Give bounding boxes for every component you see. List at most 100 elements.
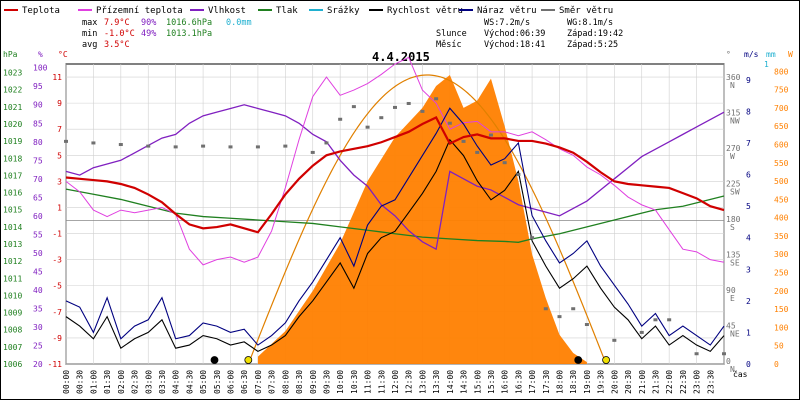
tick-label-time: 16:30 <box>514 370 523 394</box>
tick-label-temp: -1 <box>52 230 62 239</box>
tick-label-pct: 70 <box>33 175 43 184</box>
wind-direction-point <box>571 307 576 311</box>
tick-label-hpa: 1010 <box>3 291 22 300</box>
tick-label-pct: 85 <box>33 119 43 128</box>
tick-label-pct: 50 <box>33 249 43 258</box>
legend-item-naraz-vetru: Náraz větru <box>459 6 537 16</box>
tick-label-mm: 1 <box>764 60 769 69</box>
tick-label-hpa: 1023 <box>3 69 22 78</box>
tick-label-time: 15:00 <box>473 370 482 394</box>
tick-label-time: 12:00 <box>391 370 400 394</box>
tick-label-pct: 20 <box>33 360 43 369</box>
tick-label-time: 04:00 <box>172 370 181 394</box>
tick-label-w: 800 <box>774 67 789 76</box>
legend-label: Přízemní teplota <box>96 6 183 16</box>
wind-direction-point <box>351 105 356 109</box>
wind-direction-point <box>488 133 493 137</box>
series-line-wind <box>65 138 725 353</box>
tick-label-time: 02:30 <box>131 370 140 394</box>
tick-label-temp: -3 <box>52 256 62 265</box>
tick-label-time: 04:30 <box>185 370 194 394</box>
tick-label-dir-name: NW <box>730 116 740 125</box>
tick-label-time: 13:00 <box>418 370 427 394</box>
tick-label-ms: 8 <box>746 107 751 116</box>
wind-direction-point <box>338 117 343 121</box>
tick-label-temp: 9 <box>57 99 62 108</box>
tick-label-dir: 90 <box>726 286 736 295</box>
wind-direction-point <box>255 145 260 149</box>
tick-label-ms: 0 <box>746 360 751 369</box>
solar-theoretical-curve <box>247 74 606 365</box>
tick-label-time: 18:00 <box>556 370 565 394</box>
wind-direction-point <box>365 125 370 129</box>
wind-direction-point <box>324 141 329 145</box>
tick-label-time: 06:00 <box>227 370 236 394</box>
stat-min-temp: -1.0°C <box>104 29 135 39</box>
wind-direction-point <box>91 141 96 145</box>
tick-label-time: 01:30 <box>103 370 112 394</box>
tick-label-w: 750 <box>774 86 789 95</box>
tick-label-time: 20:00 <box>610 370 619 394</box>
legend-label: Rychlost větru <box>387 6 463 16</box>
tick-label-time: 01:00 <box>89 370 98 394</box>
tick-label-w: 250 <box>774 269 789 278</box>
tick-label-hpa: 1020 <box>3 120 22 129</box>
tick-label-w: 700 <box>774 104 789 113</box>
chart-date-title: 4.4.2015 <box>372 50 430 64</box>
moon-label: Měsíc <box>436 40 462 50</box>
tick-label-w: 400 <box>774 214 789 223</box>
tick-label-hpa: 1022 <box>3 86 22 95</box>
axis-unit-pct: % <box>38 50 43 59</box>
tick-label-w: 100 <box>774 323 789 332</box>
axis-unit-deg: ° <box>726 50 731 59</box>
series-line-hum <box>65 104 725 251</box>
sun-moon-markers <box>210 356 611 364</box>
tick-label-hpa: 1015 <box>3 206 22 215</box>
wind-wg: WG:8.1m/s <box>567 18 613 28</box>
wind-direction-point <box>722 352 726 356</box>
tick-label-temp: 1 <box>57 203 62 212</box>
legend-item-prizemni-teplota: Přízemní teplota <box>78 6 183 16</box>
tick-label-time: 13:30 <box>432 370 441 394</box>
tick-label-pct: 65 <box>33 193 43 202</box>
wind-direction-point <box>64 139 68 143</box>
tick-label-time: 05:00 <box>199 370 208 394</box>
tick-label-hpa: 1007 <box>3 343 22 352</box>
tick-label-time: 15:30 <box>487 370 496 394</box>
stat-min-label: min <box>82 29 97 39</box>
tick-label-dir: 180 <box>726 215 741 224</box>
legend-label: Srážky <box>327 6 360 16</box>
tick-label-time: 21:30 <box>651 370 660 394</box>
stat-max-temp: 7.9°C <box>104 18 130 28</box>
wind-direction-point <box>653 318 658 322</box>
sun-label: Slunce <box>436 29 467 39</box>
tick-label-ms: 3 <box>746 265 751 274</box>
tick-label-pct: 75 <box>33 156 43 165</box>
tick-label-time: 11:00 <box>364 370 373 394</box>
tick-label-dir: 270 <box>726 144 741 153</box>
axis-unit-time: čas <box>733 369 748 379</box>
tick-label-pct: 90 <box>33 101 43 110</box>
wind-ws: WS:7.2m/s <box>484 18 530 28</box>
tick-label-w: 200 <box>774 287 789 296</box>
tick-label-hpa: 1009 <box>3 309 22 318</box>
legend-item-tlak: Tlak <box>258 6 298 16</box>
tick-label-hpa: 1011 <box>3 274 22 283</box>
tick-label-dir: 135 <box>726 250 741 259</box>
tick-label-time: 08:00 <box>281 370 290 394</box>
tick-label-w: 300 <box>774 250 789 259</box>
wind-direction-point <box>420 109 425 113</box>
tick-label-temp: -11 <box>48 360 63 369</box>
tick-label-time: 18:30 <box>569 370 578 394</box>
wind-direction-point <box>516 173 521 177</box>
legend: Teplota Přízemní teplota Vlhkost Tlak Sr… <box>4 6 613 16</box>
tick-label-dir-name: S <box>730 223 735 232</box>
axis-unit-ms: m/s <box>744 50 759 59</box>
tick-label-hpa: 1006 <box>3 360 22 369</box>
tick-label-ms: 1 <box>746 328 751 337</box>
solar-radiation-area <box>247 74 606 365</box>
stat-max-press: 1016.6hPa <box>166 18 212 28</box>
stat-min-press: 1013.1hPa <box>166 29 212 39</box>
tick-label-hpa: 1012 <box>3 257 22 266</box>
